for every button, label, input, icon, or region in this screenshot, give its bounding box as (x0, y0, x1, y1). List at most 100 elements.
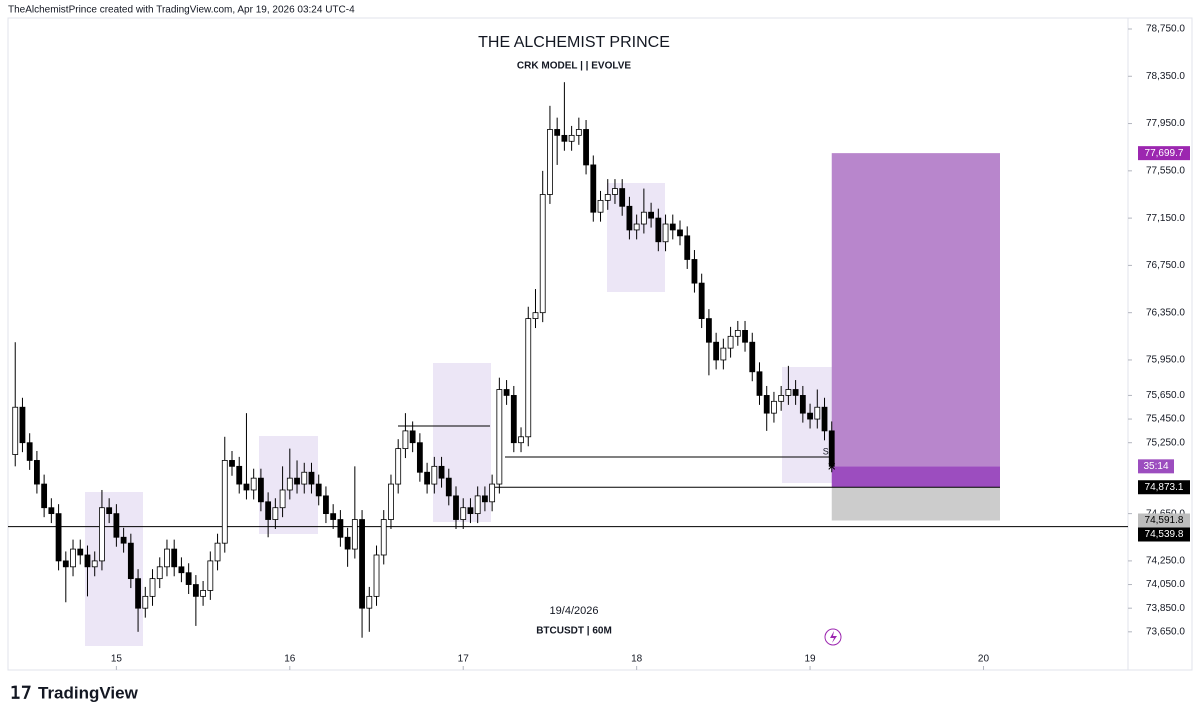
candle-body (532, 312, 539, 319)
candle-body (185, 572, 192, 585)
candle-body (539, 194, 546, 314)
candle-body (308, 471, 315, 485)
zone (433, 363, 491, 522)
candle-body (669, 223, 676, 231)
candle-body (380, 519, 387, 556)
candle-body (525, 318, 532, 438)
candle-body (503, 389, 510, 396)
price-tag-label: 74,539.8 (1145, 529, 1184, 540)
alert-icon[interactable] (824, 628, 842, 646)
candle-body (460, 507, 467, 520)
candle-body (828, 430, 835, 467)
candle-body (402, 430, 409, 450)
candle-body (164, 548, 170, 568)
y-tick-label: 74,050.0 (1146, 579, 1185, 590)
candle-body (706, 318, 712, 343)
candle-body (142, 595, 149, 609)
price-tag-label: 77,699.7 (1145, 148, 1184, 159)
candle-body (648, 211, 654, 219)
y-tick-label: 78,750.0 (1146, 24, 1185, 35)
candle-body (510, 395, 517, 444)
y-tick-label: 73,650.0 (1146, 626, 1185, 637)
branding: TradingView (38, 683, 139, 702)
marker-cross (828, 462, 836, 470)
y-tick-label: 74,250.0 (1146, 556, 1185, 567)
alert-bolt (830, 631, 837, 643)
candle-body (561, 134, 568, 142)
y-tick-label: 75,650.0 (1146, 390, 1185, 401)
x-tick-label: 17 (458, 654, 470, 665)
candle-body (590, 164, 597, 213)
y-tick-label: 77,950.0 (1146, 118, 1185, 129)
candle-body (359, 519, 365, 609)
x-tick-label: 19 (805, 654, 817, 665)
x-tick-label: 15 (111, 654, 123, 665)
candle-body (604, 194, 611, 201)
candle-body (70, 548, 76, 568)
stop-zone (831, 487, 1000, 521)
candle-body (547, 129, 553, 195)
candle-body (742, 330, 748, 343)
candle-body (337, 519, 344, 538)
candle-body (200, 590, 206, 597)
candle-body (568, 134, 575, 142)
candle-body (294, 477, 300, 485)
candle-body (192, 584, 199, 597)
candle-body (756, 371, 763, 396)
price-tag (1138, 146, 1190, 161)
chart-title: THE ALCHEMIST PRINCE (478, 34, 670, 51)
candle-body (554, 129, 561, 136)
y-tick-label: 78,350.0 (1146, 71, 1185, 82)
candle-body (243, 483, 250, 491)
candle-body (583, 129, 589, 166)
candle-body (424, 471, 430, 485)
candle-body (518, 436, 524, 444)
candle-body (677, 229, 683, 237)
candle-body (373, 554, 380, 597)
y-tick-label: 77,150.0 (1146, 213, 1185, 224)
zones (85, 183, 833, 646)
candle-body (178, 566, 185, 574)
candle-body (250, 477, 257, 491)
price-tag-label: 74,873.1 (1145, 482, 1184, 493)
active-zone (831, 466, 1000, 488)
price-tag (1138, 513, 1190, 528)
candle-body (734, 330, 741, 337)
candle-body (366, 595, 373, 609)
frame (7, 17, 1193, 671)
candle-body (633, 223, 640, 231)
candle-body (265, 501, 272, 520)
candle-body (778, 395, 785, 402)
marker-label: S (823, 447, 829, 457)
candle-body (236, 465, 243, 485)
candle-body (453, 495, 459, 520)
candle-body (612, 188, 618, 195)
candle-body (62, 560, 69, 568)
candle-body (156, 566, 163, 580)
candle-body (286, 477, 293, 491)
candle-body (792, 389, 799, 396)
target-zone (831, 153, 1000, 467)
candle-body (388, 483, 394, 520)
candle-body (207, 560, 214, 591)
candle-body (496, 389, 503, 485)
candle-body (785, 389, 792, 396)
y-tick-label: 73,850.0 (1146, 603, 1185, 614)
candle-body (727, 335, 734, 349)
candle-body (26, 442, 33, 461)
candle-body (597, 199, 604, 213)
candle-body (482, 495, 488, 503)
candle-body (771, 400, 777, 414)
candle-body (655, 217, 662, 243)
candle-body (48, 507, 55, 515)
candle-body (106, 507, 113, 515)
credit: TheAlchemistPrince created with TradingV… (8, 5, 355, 16)
y-tick-label: 75,250.0 (1146, 437, 1185, 448)
candle-body (395, 448, 402, 485)
candle-body (84, 554, 91, 568)
candle-body (713, 341, 720, 361)
y-tick-label: 77,550.0 (1146, 165, 1185, 176)
candle-body (55, 513, 62, 562)
candle-body (214, 542, 221, 562)
candle-body (720, 347, 727, 361)
